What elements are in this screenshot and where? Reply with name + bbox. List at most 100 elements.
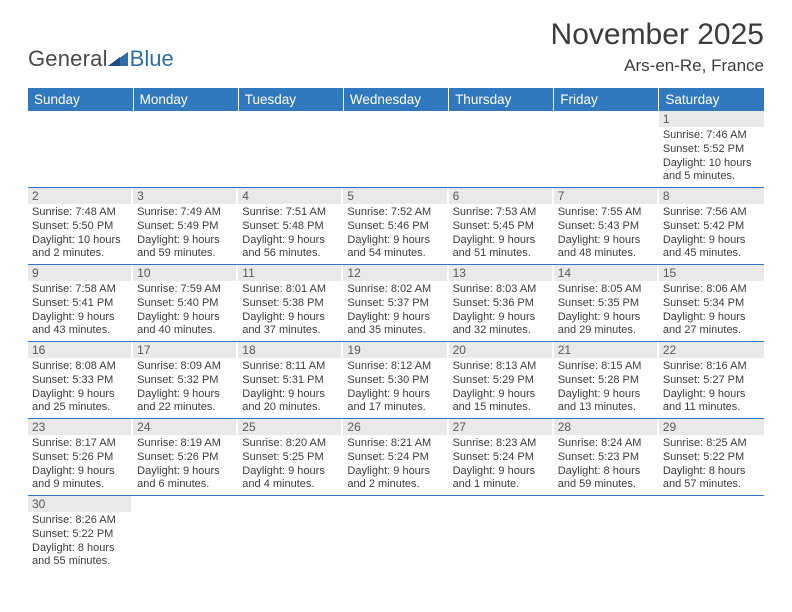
calendar-day-cell xyxy=(238,496,343,573)
logo-triangle-icon xyxy=(108,50,128,71)
calendar-day-cell xyxy=(659,496,764,573)
sunset-line: Sunset: 5:45 PM xyxy=(453,220,550,234)
weekday-header-row: Sunday Monday Tuesday Wednesday Thursday… xyxy=(28,88,764,111)
day-number: 21 xyxy=(554,342,659,358)
calendar-day-cell: 21Sunrise: 8:15 AMSunset: 5:28 PMDayligh… xyxy=(554,342,659,419)
calendar-week-row: 9Sunrise: 7:58 AMSunset: 5:41 PMDaylight… xyxy=(28,265,764,342)
day-number: 10 xyxy=(133,265,238,281)
day-number: 20 xyxy=(449,342,554,358)
day-number: 4 xyxy=(238,188,343,204)
sunset-line: Sunset: 5:34 PM xyxy=(663,297,760,311)
daylight-line: Daylight: 10 hours and 2 minutes. xyxy=(32,234,129,262)
sunrise-line: Sunrise: 8:17 AM xyxy=(32,437,129,451)
day-number: 7 xyxy=(554,188,659,204)
day-details: Sunrise: 8:25 AMSunset: 5:22 PMDaylight:… xyxy=(659,435,764,495)
calendar-week-row: 30Sunrise: 8:26 AMSunset: 5:22 PMDayligh… xyxy=(28,496,764,573)
weekday-header: Sunday xyxy=(28,88,133,111)
sunrise-line: Sunrise: 8:15 AM xyxy=(558,360,655,374)
day-details: Sunrise: 8:12 AMSunset: 5:30 PMDaylight:… xyxy=(343,358,448,418)
location: Ars-en-Re, France xyxy=(551,56,764,76)
daylight-line: Daylight: 9 hours and 15 minutes. xyxy=(453,388,550,416)
daylight-line: Daylight: 9 hours and 11 minutes. xyxy=(663,388,760,416)
sunset-line: Sunset: 5:42 PM xyxy=(663,220,760,234)
logo: General Blue xyxy=(28,18,174,72)
sunset-line: Sunset: 5:32 PM xyxy=(137,374,234,388)
weekday-header: Saturday xyxy=(659,88,764,111)
day-details: Sunrise: 8:02 AMSunset: 5:37 PMDaylight:… xyxy=(343,281,448,341)
sunset-line: Sunset: 5:26 PM xyxy=(32,451,129,465)
daylight-line: Daylight: 9 hours and 20 minutes. xyxy=(242,388,339,416)
calendar-day-cell: 13Sunrise: 8:03 AMSunset: 5:36 PMDayligh… xyxy=(449,265,554,342)
sunrise-line: Sunrise: 8:01 AM xyxy=(242,283,339,297)
day-details: Sunrise: 8:15 AMSunset: 5:28 PMDaylight:… xyxy=(554,358,659,418)
weekday-header: Thursday xyxy=(449,88,554,111)
daylight-line: Daylight: 9 hours and 54 minutes. xyxy=(347,234,444,262)
calendar-week-row: 23Sunrise: 8:17 AMSunset: 5:26 PMDayligh… xyxy=(28,419,764,496)
day-details: Sunrise: 7:55 AMSunset: 5:43 PMDaylight:… xyxy=(554,204,659,264)
calendar-day-cell: 18Sunrise: 8:11 AMSunset: 5:31 PMDayligh… xyxy=(238,342,343,419)
calendar-day-cell: 30Sunrise: 8:26 AMSunset: 5:22 PMDayligh… xyxy=(28,496,133,573)
day-details: Sunrise: 7:56 AMSunset: 5:42 PMDaylight:… xyxy=(659,204,764,264)
sunset-line: Sunset: 5:36 PM xyxy=(453,297,550,311)
calendar-day-cell: 25Sunrise: 8:20 AMSunset: 5:25 PMDayligh… xyxy=(238,419,343,496)
sunset-line: Sunset: 5:46 PM xyxy=(347,220,444,234)
calendar-day-cell: 28Sunrise: 8:24 AMSunset: 5:23 PMDayligh… xyxy=(554,419,659,496)
logo-text-general: General xyxy=(28,46,108,72)
calendar-day-cell: 29Sunrise: 8:25 AMSunset: 5:22 PMDayligh… xyxy=(659,419,764,496)
calendar-day-cell xyxy=(343,496,448,573)
sunrise-line: Sunrise: 7:49 AM xyxy=(137,206,234,220)
page-title: November 2025 xyxy=(551,18,764,52)
calendar-day-cell: 12Sunrise: 8:02 AMSunset: 5:37 PMDayligh… xyxy=(343,265,448,342)
day-details: Sunrise: 8:06 AMSunset: 5:34 PMDaylight:… xyxy=(659,281,764,341)
day-number: 14 xyxy=(554,265,659,281)
daylight-line: Daylight: 9 hours and 48 minutes. xyxy=(558,234,655,262)
day-number: 17 xyxy=(133,342,238,358)
calendar-day-cell xyxy=(133,496,238,573)
calendar-body: 1Sunrise: 7:46 AMSunset: 5:52 PMDaylight… xyxy=(28,111,764,572)
day-number: 15 xyxy=(659,265,764,281)
calendar-day-cell: 9Sunrise: 7:58 AMSunset: 5:41 PMDaylight… xyxy=(28,265,133,342)
sunset-line: Sunset: 5:24 PM xyxy=(347,451,444,465)
daylight-line: Daylight: 9 hours and 43 minutes. xyxy=(32,311,129,339)
sunset-line: Sunset: 5:23 PM xyxy=(558,451,655,465)
day-number: 19 xyxy=(343,342,448,358)
calendar-day-cell: 17Sunrise: 8:09 AMSunset: 5:32 PMDayligh… xyxy=(133,342,238,419)
sunrise-line: Sunrise: 8:19 AM xyxy=(137,437,234,451)
calendar-day-cell xyxy=(554,496,659,573)
daylight-line: Daylight: 9 hours and 1 minute. xyxy=(453,465,550,493)
daylight-line: Daylight: 9 hours and 13 minutes. xyxy=(558,388,655,416)
daylight-line: Daylight: 8 hours and 55 minutes. xyxy=(32,542,129,570)
daylight-line: Daylight: 10 hours and 5 minutes. xyxy=(663,157,760,185)
day-details: Sunrise: 7:59 AMSunset: 5:40 PMDaylight:… xyxy=(133,281,238,341)
day-details: Sunrise: 7:48 AMSunset: 5:50 PMDaylight:… xyxy=(28,204,133,264)
sunset-line: Sunset: 5:24 PM xyxy=(453,451,550,465)
daylight-line: Daylight: 9 hours and 40 minutes. xyxy=(137,311,234,339)
daylight-line: Daylight: 9 hours and 59 minutes. xyxy=(137,234,234,262)
sunset-line: Sunset: 5:37 PM xyxy=(347,297,444,311)
calendar-day-cell: 26Sunrise: 8:21 AMSunset: 5:24 PMDayligh… xyxy=(343,419,448,496)
day-details: Sunrise: 8:21 AMSunset: 5:24 PMDaylight:… xyxy=(343,435,448,495)
sunset-line: Sunset: 5:35 PM xyxy=(558,297,655,311)
calendar-day-cell: 8Sunrise: 7:56 AMSunset: 5:42 PMDaylight… xyxy=(659,188,764,265)
sunset-line: Sunset: 5:29 PM xyxy=(453,374,550,388)
sunset-line: Sunset: 5:26 PM xyxy=(137,451,234,465)
day-details: Sunrise: 8:16 AMSunset: 5:27 PMDaylight:… xyxy=(659,358,764,418)
day-details: Sunrise: 8:09 AMSunset: 5:32 PMDaylight:… xyxy=(133,358,238,418)
calendar-day-cell: 15Sunrise: 8:06 AMSunset: 5:34 PMDayligh… xyxy=(659,265,764,342)
sunrise-line: Sunrise: 7:48 AM xyxy=(32,206,129,220)
daylight-line: Daylight: 9 hours and 45 minutes. xyxy=(663,234,760,262)
sunrise-line: Sunrise: 8:09 AM xyxy=(137,360,234,374)
sunrise-line: Sunrise: 7:51 AM xyxy=(242,206,339,220)
day-number: 12 xyxy=(343,265,448,281)
calendar-day-cell: 10Sunrise: 7:59 AMSunset: 5:40 PMDayligh… xyxy=(133,265,238,342)
calendar-day-cell xyxy=(449,111,554,188)
sunrise-line: Sunrise: 7:55 AM xyxy=(558,206,655,220)
day-details: Sunrise: 8:13 AMSunset: 5:29 PMDaylight:… xyxy=(449,358,554,418)
sunrise-line: Sunrise: 8:21 AM xyxy=(347,437,444,451)
calendar-day-cell: 6Sunrise: 7:53 AMSunset: 5:45 PMDaylight… xyxy=(449,188,554,265)
daylight-line: Daylight: 9 hours and 35 minutes. xyxy=(347,311,444,339)
calendar-day-cell: 23Sunrise: 8:17 AMSunset: 5:26 PMDayligh… xyxy=(28,419,133,496)
day-number: 9 xyxy=(28,265,133,281)
sunset-line: Sunset: 5:22 PM xyxy=(663,451,760,465)
calendar-day-cell: 11Sunrise: 8:01 AMSunset: 5:38 PMDayligh… xyxy=(238,265,343,342)
